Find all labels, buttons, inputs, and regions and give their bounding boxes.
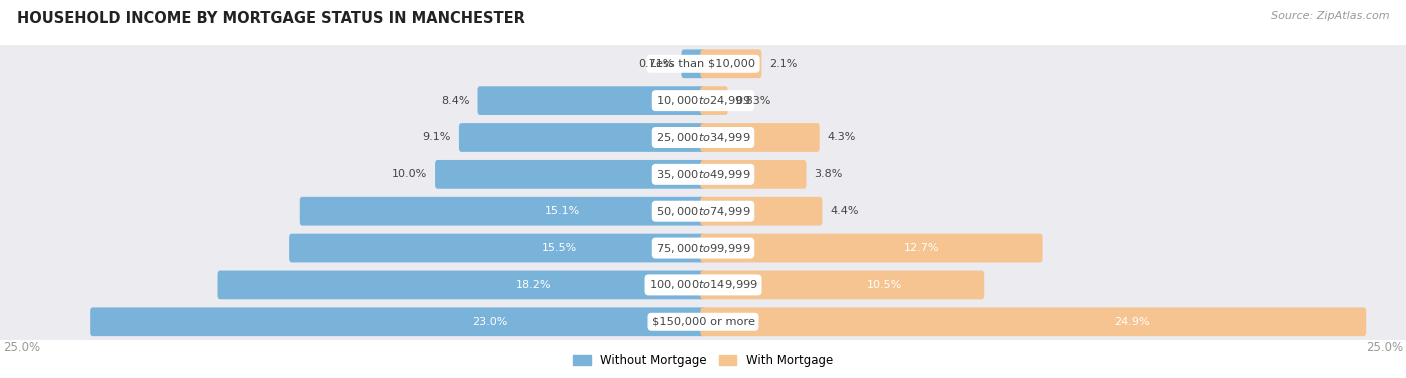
- FancyBboxPatch shape: [700, 234, 1043, 262]
- Text: 10.5%: 10.5%: [866, 280, 901, 290]
- FancyBboxPatch shape: [290, 234, 706, 262]
- Text: 25.0%: 25.0%: [3, 341, 39, 354]
- Text: Less than $10,000: Less than $10,000: [651, 59, 755, 69]
- FancyBboxPatch shape: [0, 192, 1406, 231]
- Text: Source: ZipAtlas.com: Source: ZipAtlas.com: [1271, 11, 1389, 21]
- Text: $150,000 or more: $150,000 or more: [651, 317, 755, 327]
- Text: $35,000 to $49,999: $35,000 to $49,999: [655, 168, 751, 181]
- Text: 23.0%: 23.0%: [472, 317, 508, 327]
- FancyBboxPatch shape: [0, 265, 1406, 304]
- Text: $50,000 to $74,999: $50,000 to $74,999: [655, 205, 751, 218]
- Legend: Without Mortgage, With Mortgage: Without Mortgage, With Mortgage: [568, 350, 838, 372]
- Text: 25.0%: 25.0%: [1367, 341, 1403, 354]
- FancyBboxPatch shape: [458, 123, 706, 152]
- Text: 0.71%: 0.71%: [638, 59, 673, 69]
- FancyBboxPatch shape: [218, 271, 706, 299]
- FancyBboxPatch shape: [700, 50, 762, 78]
- Text: HOUSEHOLD INCOME BY MORTGAGE STATUS IN MANCHESTER: HOUSEHOLD INCOME BY MORTGAGE STATUS IN M…: [17, 11, 524, 26]
- Text: 0.83%: 0.83%: [735, 96, 770, 105]
- Text: 2.1%: 2.1%: [769, 59, 797, 69]
- FancyBboxPatch shape: [700, 123, 820, 152]
- FancyBboxPatch shape: [0, 155, 1406, 194]
- Text: 4.4%: 4.4%: [831, 206, 859, 216]
- FancyBboxPatch shape: [0, 81, 1406, 120]
- Text: 12.7%: 12.7%: [904, 243, 939, 253]
- FancyBboxPatch shape: [90, 307, 706, 336]
- FancyBboxPatch shape: [700, 307, 1367, 336]
- FancyBboxPatch shape: [434, 160, 706, 189]
- Text: 15.1%: 15.1%: [546, 206, 581, 216]
- Text: 10.0%: 10.0%: [392, 169, 427, 179]
- Text: 24.9%: 24.9%: [1115, 317, 1150, 327]
- Text: 18.2%: 18.2%: [516, 280, 551, 290]
- FancyBboxPatch shape: [299, 197, 706, 226]
- FancyBboxPatch shape: [700, 86, 728, 115]
- Text: 9.1%: 9.1%: [423, 133, 451, 143]
- FancyBboxPatch shape: [700, 197, 823, 226]
- FancyBboxPatch shape: [682, 50, 706, 78]
- Text: 15.5%: 15.5%: [541, 243, 576, 253]
- FancyBboxPatch shape: [0, 118, 1406, 157]
- FancyBboxPatch shape: [478, 86, 706, 115]
- FancyBboxPatch shape: [0, 229, 1406, 268]
- Text: $100,000 to $149,999: $100,000 to $149,999: [648, 279, 758, 291]
- Text: 3.8%: 3.8%: [814, 169, 842, 179]
- Text: $10,000 to $24,999: $10,000 to $24,999: [655, 94, 751, 107]
- FancyBboxPatch shape: [700, 160, 807, 189]
- Text: 4.3%: 4.3%: [828, 133, 856, 143]
- Text: $25,000 to $34,999: $25,000 to $34,999: [655, 131, 751, 144]
- FancyBboxPatch shape: [0, 44, 1406, 83]
- FancyBboxPatch shape: [700, 271, 984, 299]
- FancyBboxPatch shape: [0, 302, 1406, 341]
- Text: $75,000 to $99,999: $75,000 to $99,999: [655, 242, 751, 254]
- Text: 8.4%: 8.4%: [441, 96, 470, 105]
